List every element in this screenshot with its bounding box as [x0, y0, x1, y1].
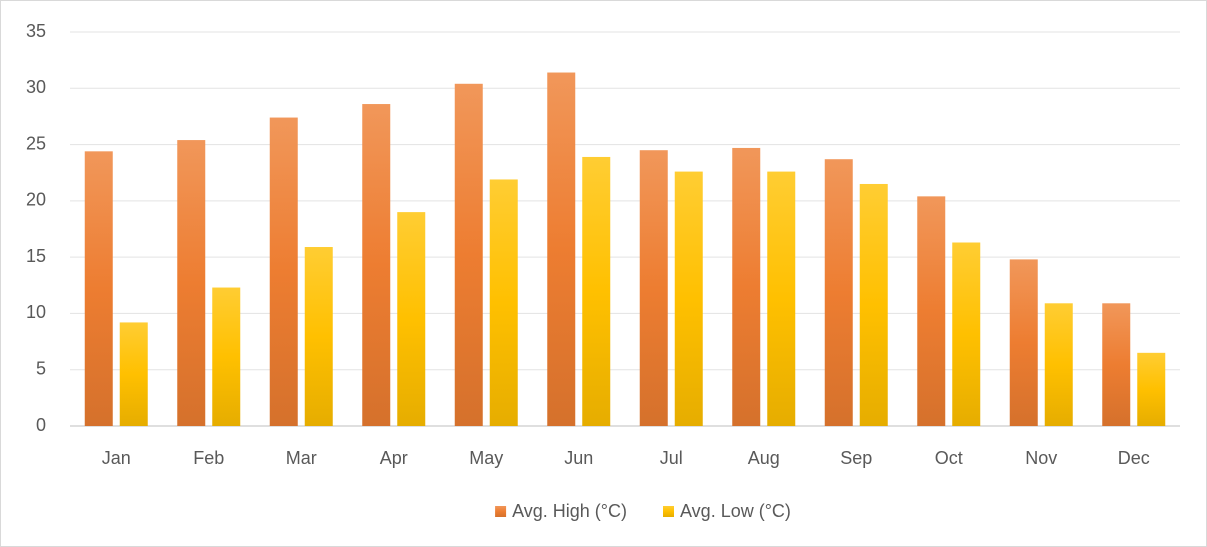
bar: [917, 196, 946, 426]
legend-label: Avg. High (°C): [512, 501, 627, 521]
y-tick-label: 5: [36, 358, 46, 378]
bar: [489, 179, 518, 426]
bar: [177, 140, 206, 426]
bar: [952, 242, 981, 426]
x-tick-label: Jan: [102, 448, 131, 468]
bar: [1009, 259, 1038, 426]
y-tick-label: 25: [26, 133, 46, 153]
bar: [582, 156, 611, 426]
x-tick-label: Oct: [935, 448, 963, 468]
bar: [304, 247, 333, 426]
bar: [547, 72, 576, 427]
x-tick-label: Aug: [748, 448, 780, 468]
x-tick-label: Sep: [840, 448, 872, 468]
bar: [269, 117, 298, 426]
x-tick-label: Mar: [286, 448, 317, 468]
bar: [84, 151, 113, 426]
bar: [859, 183, 888, 426]
y-tick-label: 35: [26, 21, 46, 41]
bar: [1102, 303, 1131, 426]
bar: [362, 104, 391, 426]
bar: [639, 150, 668, 426]
y-tick-label: 0: [36, 415, 46, 435]
x-tick-label: Dec: [1118, 448, 1150, 468]
legend-swatch: [495, 506, 507, 517]
bar: [732, 147, 761, 426]
bar: [1137, 352, 1166, 426]
bar: [119, 322, 148, 426]
y-tick-label: 20: [26, 190, 46, 210]
y-tick-label: 15: [26, 246, 46, 266]
bar: [212, 287, 241, 426]
y-tick-label: 30: [26, 77, 46, 97]
legend-swatch: [663, 506, 674, 517]
bar: [824, 159, 853, 426]
bar: [674, 171, 703, 426]
x-tick-label: Feb: [193, 448, 224, 468]
x-tick-label: Apr: [380, 448, 408, 468]
bar: [454, 83, 483, 426]
x-tick-label: Nov: [1025, 448, 1057, 468]
legend-label: Avg. Low (°C): [680, 501, 791, 521]
bar: [1044, 303, 1073, 426]
x-tick-label: Jun: [564, 448, 593, 468]
bar: [397, 212, 426, 426]
bar: [767, 171, 796, 426]
x-tick-label: May: [469, 448, 503, 468]
y-tick-label: 10: [26, 302, 46, 322]
x-tick-label: Jul: [660, 448, 683, 468]
